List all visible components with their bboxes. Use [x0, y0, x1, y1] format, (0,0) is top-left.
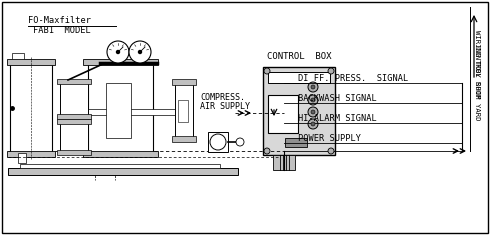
- Text: HI-ALARM SIGNAL: HI-ALARM SIGNAL: [298, 114, 377, 123]
- Bar: [172, 136, 196, 142]
- Bar: [7, 151, 55, 157]
- Bar: [57, 150, 91, 155]
- Text: DI FF. PRESS.  SIGNAL: DI FF. PRESS. SIGNAL: [298, 74, 408, 83]
- Circle shape: [129, 41, 151, 63]
- Bar: [60, 81, 88, 117]
- Circle shape: [308, 107, 318, 117]
- Text: POWER SUPPLY: POWER SUPPLY: [298, 134, 361, 143]
- Bar: [18, 153, 26, 163]
- Text: CONTROL ROOM: CONTROL ROOM: [474, 46, 480, 98]
- Circle shape: [328, 148, 334, 154]
- Text: AIR SUPPLY: AIR SUPPLY: [200, 102, 250, 111]
- Text: BY SHIP YARD: BY SHIP YARD: [474, 68, 480, 120]
- Bar: [83, 151, 158, 157]
- Bar: [12, 53, 24, 59]
- Bar: [63, 109, 178, 115]
- Circle shape: [139, 51, 142, 54]
- Text: WIRING TO: WIRING TO: [474, 30, 480, 70]
- Circle shape: [117, 51, 120, 54]
- Bar: [106, 83, 131, 138]
- Circle shape: [107, 41, 129, 63]
- Text: FAB1  MODEL: FAB1 MODEL: [33, 26, 91, 35]
- Circle shape: [311, 110, 315, 114]
- Bar: [57, 114, 91, 119]
- Bar: [268, 72, 330, 83]
- Circle shape: [210, 134, 226, 150]
- Bar: [7, 59, 55, 65]
- Bar: [20, 164, 220, 168]
- Circle shape: [308, 95, 318, 105]
- Circle shape: [308, 82, 318, 92]
- Circle shape: [311, 122, 315, 126]
- Bar: [88, 63, 153, 153]
- Circle shape: [311, 85, 315, 89]
- Text: FO-Maxfilter: FO-Maxfilter: [28, 16, 91, 25]
- Circle shape: [308, 119, 318, 129]
- Text: BACKWASH SIGNAL: BACKWASH SIGNAL: [298, 94, 377, 103]
- Bar: [10, 63, 52, 153]
- Bar: [83, 59, 158, 65]
- Bar: [57, 119, 91, 124]
- Bar: [273, 155, 295, 170]
- Circle shape: [311, 98, 315, 102]
- Bar: [285, 138, 307, 147]
- Bar: [178, 100, 188, 122]
- Text: CONTROL  BOX: CONTROL BOX: [267, 52, 331, 61]
- Circle shape: [328, 68, 334, 74]
- Bar: [8, 168, 238, 175]
- Text: COMPRESS.: COMPRESS.: [200, 93, 245, 102]
- Bar: [268, 95, 298, 133]
- Bar: [57, 79, 91, 84]
- Bar: [263, 67, 335, 155]
- Bar: [172, 79, 196, 85]
- Bar: [175, 80, 193, 140]
- Bar: [60, 121, 88, 153]
- Circle shape: [264, 68, 270, 74]
- Circle shape: [264, 148, 270, 154]
- Circle shape: [236, 138, 244, 146]
- Bar: [208, 132, 228, 152]
